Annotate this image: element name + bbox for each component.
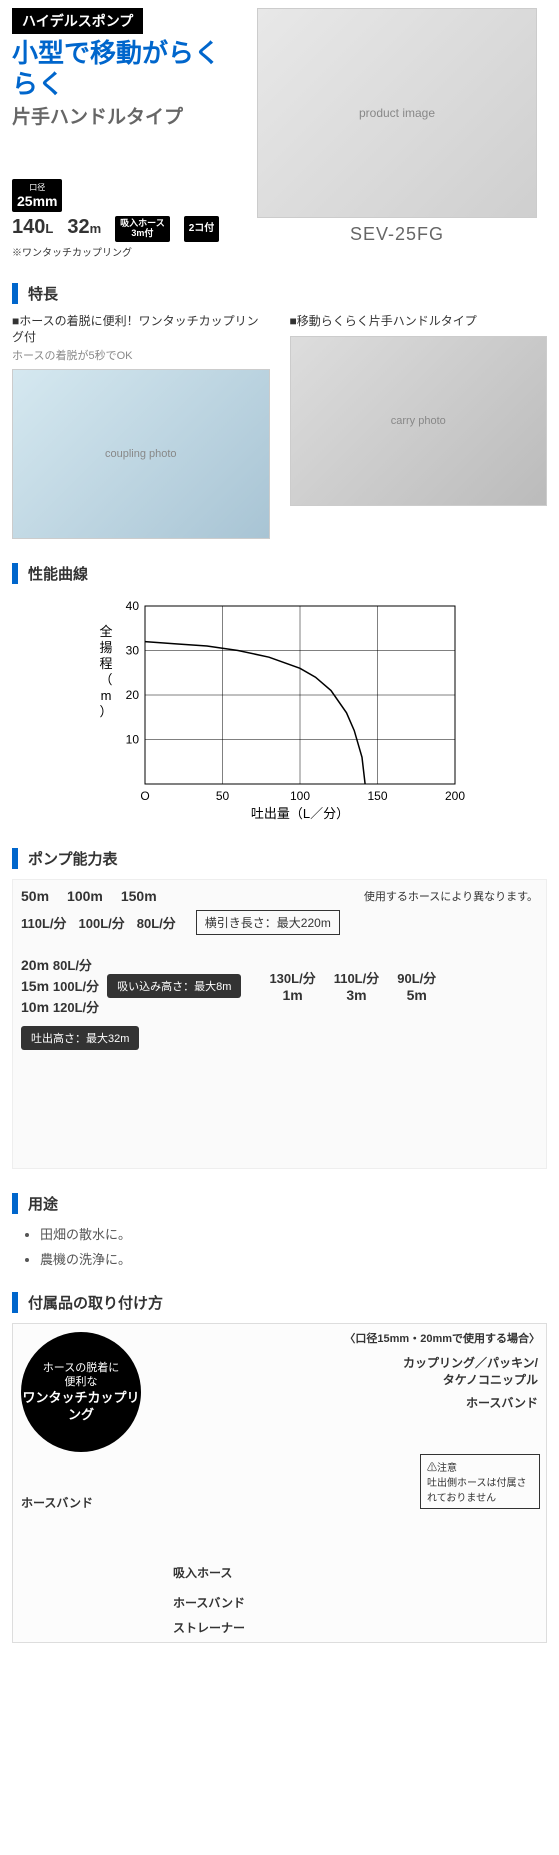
subtitle: 片手ハンドルタイプ <box>12 102 239 129</box>
hose-note: 使用するホースにより異なります。 <box>364 888 538 904</box>
label-suction-hose: 吸入ホース <box>173 1564 232 1581</box>
label-strainer: ストレーナー <box>173 1619 245 1636</box>
svg-text:揚: 揚 <box>99 640 112 655</box>
section-usage-title: 用途 <box>12 1193 547 1214</box>
section-accessory-title: 付属品の取り付け方 <box>12 1292 547 1313</box>
capacity-diagram: 50m100m150m 使用するホースにより異なります。 110L/分100L/… <box>12 879 547 1169</box>
section-curve-title: 性能曲線 <box>12 563 547 584</box>
discharge-max-badge: 吐出高さ：最大32m <box>21 1026 139 1050</box>
caution-box: ⚠注意 吐出側ホースは付属されておりません <box>420 1454 540 1509</box>
feature-note: ホースの着脱が5秒でOK <box>12 347 270 363</box>
spec-icon-row: 口径 25mm <box>12 179 239 212</box>
svg-text:程: 程 <box>99 656 112 671</box>
suction-max-badge: 吸い込み高さ：最大8m <box>107 974 241 998</box>
label-hoseband-top: ホースバンド <box>466 1394 538 1411</box>
caliber-label: 口径 <box>17 182 57 193</box>
feature-photo-placeholder: carry photo <box>290 336 548 506</box>
headline: 小型で移動がらくらく <box>12 38 239 100</box>
svg-text:150: 150 <box>367 789 387 803</box>
category-badge: ハイデルスポンプ <box>12 8 143 34</box>
caution-head: ⚠注意 <box>427 1459 533 1474</box>
svg-text:（: （ <box>99 672 112 687</box>
label-hoseband-left: ホースバンド <box>21 1494 93 1511</box>
flow-value: 140L <box>12 216 53 242</box>
svg-text:50: 50 <box>215 789 229 803</box>
bubble-big-text: ワンタッチカップリング <box>21 1390 141 1424</box>
usage-item: 農機の洗浄に。 <box>40 1249 547 1268</box>
feature-photo-placeholder: coupling photo <box>12 369 270 539</box>
coupling-note: ※ワンタッチカップリング <box>12 244 239 259</box>
coupling-bubble: ホースの脱着に 便利な ワンタッチカップリング <box>21 1332 141 1452</box>
feature-col: ■移動らくらく片手ハンドルタイプ carry photo <box>290 314 548 539</box>
accessory-top-note: 〈口径15mm・20mmで使用する場合〉 <box>344 1330 540 1346</box>
svg-text:）: ） <box>99 704 112 719</box>
svg-text:O: O <box>140 789 149 803</box>
bubble-small-text: ホースの脱着に 便利な <box>43 1361 119 1390</box>
label-coupling: カップリング／パッキン/ タケノコニップル <box>403 1354 538 1388</box>
usage-list: 田畑の散水に。農機の洗浄に。 <box>12 1224 547 1268</box>
svg-text:100: 100 <box>289 789 309 803</box>
caliber-badge: 口径 25mm <box>12 179 62 212</box>
model-name: SEV-25FG <box>350 224 444 245</box>
caliber-value: 25mm <box>17 193 57 209</box>
svg-text:200: 200 <box>444 789 464 803</box>
svg-text:m: m <box>100 688 111 703</box>
svg-text:30: 30 <box>125 644 139 658</box>
feature-col: ■ホースの着脱に便利！ワンタッチカップリング付ホースの着脱が5秒でOK coupl… <box>12 314 270 539</box>
label-hoseband-bottom: ホースバンド <box>173 1594 245 1611</box>
svg-text:40: 40 <box>125 599 139 613</box>
svg-text:全: 全 <box>99 624 112 639</box>
caution-body: 吐出側ホースは付属されておりません <box>427 1474 533 1504</box>
svg-text:20: 20 <box>125 688 139 702</box>
feature-head: ■移動らくらく片手ハンドルタイプ <box>290 314 548 330</box>
feature-head: ■ホースの着脱に便利！ワンタッチカップリング付 <box>12 314 270 345</box>
svg-text:10: 10 <box>125 733 139 747</box>
usage-item: 田畑の散水に。 <box>40 1224 547 1243</box>
performance-curve-chart: 10 20 30 40 O 50 100 150 200 吐出量（L／分） 全揚程（m） <box>90 594 470 824</box>
section-capacity-title: ポンプ能力表 <box>12 848 547 869</box>
head-value: 32m <box>67 216 101 242</box>
section-features-title: 特長 <box>12 283 547 304</box>
pair-badge: 2コ付 <box>184 216 220 242</box>
product-image-placeholder: product image <box>257 8 537 218</box>
horizontal-max-box: 横引き長さ：最大220m <box>196 910 340 935</box>
svg-text:吐出量（L／分）: 吐出量（L／分） <box>250 806 348 821</box>
accessory-diagram: ホースの脱着に 便利な ワンタッチカップリング 〈口径15mm・20mmで使用す… <box>12 1323 547 1643</box>
hose-badge: 吸入ホース 3m付 <box>115 216 170 242</box>
